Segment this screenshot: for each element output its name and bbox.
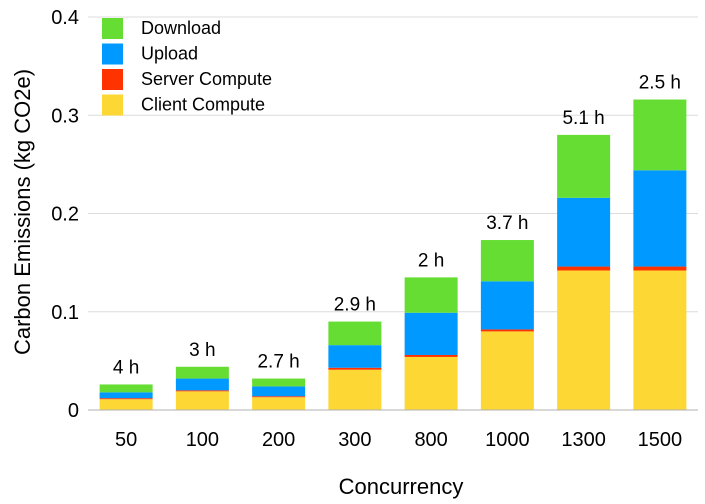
- bar-100-upload: [175, 378, 229, 391]
- bar-1500-client-compute: [633, 270, 687, 410]
- y-tick-label-0.1: 0.1: [51, 302, 79, 324]
- bar-50-upload: [99, 392, 153, 399]
- bar-1000-download: [480, 240, 534, 282]
- x-tick-label-200: 200: [262, 429, 295, 451]
- y-tick-label-0.3: 0.3: [51, 105, 79, 127]
- bar-800-server-compute: [404, 354, 458, 357]
- legend-label-download: Download: [141, 18, 221, 38]
- legend: Download Upload Server Compute Client Compu…: [102, 18, 272, 116]
- bar-annotation-50: 4 h: [113, 357, 139, 378]
- bar-annotation-1000: 3.7 h: [486, 213, 528, 234]
- x-axis-title: Concurrency: [339, 474, 464, 499]
- bar-1500-server-compute: [633, 266, 687, 271]
- x-tick-label-1000: 1000: [485, 429, 530, 451]
- bar-100-server-compute: [175, 390, 229, 392]
- bar-50-download: [99, 384, 153, 393]
- bar-1000-upload: [480, 281, 534, 330]
- bar-annotation-300: 2.9 h: [334, 295, 376, 316]
- x-tick-label-1300: 1300: [561, 429, 606, 451]
- bar-annotation-100: 3 h: [189, 340, 215, 361]
- bar-annotation-1300: 5.1 h: [562, 108, 604, 129]
- legend-label-client-compute: Client Compute: [141, 95, 265, 115]
- bar-800-client-compute: [404, 356, 458, 410]
- axes: 0 0.1 0.2 0.3 0.4 50 100 200 300 800 1000 1300 1500: [51, 7, 698, 451]
- bar-200-download: [252, 378, 306, 387]
- bar-1300-download: [557, 134, 611, 198]
- x-tick-label-1500: 1500: [638, 429, 683, 451]
- bar-200-server-compute: [252, 396, 306, 398]
- bar-1000-server-compute: [480, 329, 534, 332]
- bar-50-server-compute: [99, 398, 153, 400]
- bar-annotations: 4 h 3 h 2.7 h 2.9 h 2 h 3.7 h 5.1 h 2.5 h: [113, 73, 681, 379]
- bar-200-upload: [252, 386, 306, 397]
- bar-100-download: [175, 366, 229, 379]
- bar-annotation-1500: 2.5 h: [639, 73, 681, 94]
- y-tick-label-0.4: 0.4: [51, 7, 79, 29]
- bar-100-client-compute: [175, 391, 229, 410]
- bar-1500-upload: [633, 170, 687, 267]
- bar-300-upload: [328, 345, 382, 368]
- x-tick-label-300: 300: [338, 429, 371, 451]
- legend-label-upload: Upload: [141, 44, 198, 64]
- bar-800-upload: [404, 312, 458, 355]
- y-tick-label-0: 0: [68, 400, 79, 422]
- bar-1000-client-compute: [480, 331, 534, 410]
- legend-label-server-compute: Server Compute: [141, 69, 272, 89]
- y-tick-label-0.2: 0.2: [51, 204, 79, 226]
- bar-300-client-compute: [328, 369, 382, 410]
- y-axis-title: Carbon Emissions (kg CO2e): [10, 69, 35, 355]
- bar-1300-server-compute: [557, 266, 611, 271]
- x-tick-label-800: 800: [414, 429, 447, 451]
- bar-annotation-800: 2 h: [418, 250, 444, 271]
- bar-1500-download: [633, 99, 687, 171]
- legend-swatch-server-compute: [102, 69, 123, 90]
- bar-300-download: [328, 321, 382, 346]
- x-tick-label-100: 100: [186, 429, 219, 451]
- legend-swatch-client-compute: [102, 94, 123, 116]
- x-tick-label-50: 50: [115, 429, 137, 451]
- bar-50-client-compute: [99, 399, 153, 410]
- bar-300-server-compute: [328, 367, 382, 370]
- bar-1300-client-compute: [557, 270, 611, 410]
- bar-annotation-200: 2.7 h: [257, 352, 299, 373]
- bar-200-client-compute: [252, 397, 306, 410]
- legend-swatch-download: [102, 18, 123, 39]
- bar-1300-upload: [557, 197, 611, 267]
- bars: [99, 99, 687, 410]
- bar-800-download: [404, 277, 458, 313]
- legend-swatch-upload: [102, 43, 123, 65]
